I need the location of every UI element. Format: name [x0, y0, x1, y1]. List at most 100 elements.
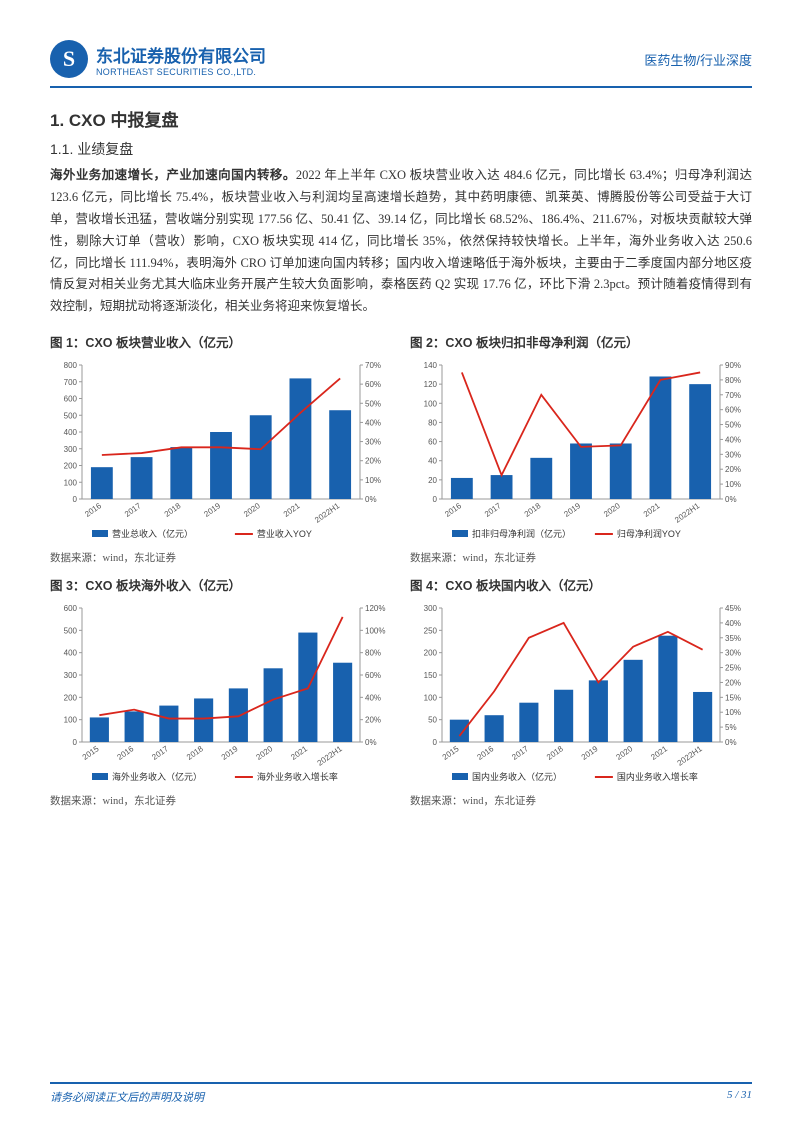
svg-text:70%: 70% [365, 361, 381, 370]
chart-4-source: 数据来源：wind，东北证券 [410, 793, 752, 808]
svg-text:2018: 2018 [163, 501, 183, 519]
svg-text:国内业务收入增长率: 国内业务收入增长率 [617, 771, 698, 782]
svg-text:140: 140 [424, 361, 438, 370]
svg-text:2021: 2021 [649, 744, 669, 762]
svg-text:0: 0 [433, 495, 438, 504]
svg-text:700: 700 [64, 378, 78, 387]
svg-text:50: 50 [428, 716, 437, 725]
svg-text:2020: 2020 [615, 744, 635, 762]
chart-2-source: 数据来源：wind，东北证券 [410, 550, 752, 565]
page-header: S 东北证券股份有限公司 NORTHEAST SECURITIES CO.,LT… [50, 40, 752, 88]
svg-text:归母净利润YOY: 归母净利润YOY [617, 528, 681, 539]
header-category: 医药生物/行业深度 [644, 50, 752, 69]
svg-text:300: 300 [424, 604, 438, 613]
chart-3-source: 数据来源：wind，东北证券 [50, 793, 392, 808]
chart-3-block: 图 3：CXO 板块海外收入（亿元） 01002003004005006000%… [50, 575, 392, 808]
svg-text:0%: 0% [725, 495, 737, 504]
svg-text:20%: 20% [725, 465, 741, 474]
svg-text:30%: 30% [725, 649, 741, 658]
svg-text:国内业务收入（亿元）: 国内业务收入（亿元） [472, 771, 562, 782]
svg-text:2015: 2015 [81, 744, 101, 762]
svg-text:60%: 60% [725, 406, 741, 415]
svg-text:2020: 2020 [255, 744, 275, 762]
chart-3-title: 图 3：CXO 板块海外收入（亿元） [50, 575, 392, 594]
chart-1-source: 数据来源：wind，东北证券 [50, 550, 392, 565]
svg-text:100: 100 [64, 716, 78, 725]
subsection-title: 1.1. 业绩复盘 [50, 139, 752, 159]
svg-text:2021: 2021 [642, 501, 662, 519]
svg-text:80%: 80% [725, 376, 741, 385]
svg-text:35%: 35% [725, 634, 741, 643]
svg-text:300: 300 [64, 445, 78, 454]
chart-4-canvas: 0501001502002503000%5%10%15%20%25%30%35%… [410, 600, 752, 790]
svg-text:200: 200 [64, 693, 78, 702]
svg-text:2017: 2017 [150, 744, 170, 762]
svg-text:5%: 5% [725, 723, 737, 732]
svg-text:50%: 50% [365, 399, 381, 408]
chart-2-title: 图 2：CXO 板块归扣非母净利润（亿元） [410, 332, 752, 351]
svg-text:2018: 2018 [185, 744, 205, 762]
chart-2-canvas: 0204060801001201400%10%20%30%40%50%60%70… [410, 357, 752, 547]
svg-text:0%: 0% [365, 738, 377, 747]
svg-text:2016: 2016 [476, 744, 496, 762]
svg-text:120%: 120% [365, 604, 385, 613]
svg-text:500: 500 [64, 411, 78, 420]
svg-text:50%: 50% [725, 421, 741, 430]
svg-text:2019: 2019 [220, 744, 240, 762]
chart-4-title: 图 4：CXO 板块国内收入（亿元） [410, 575, 752, 594]
svg-text:0%: 0% [725, 738, 737, 747]
svg-text:60%: 60% [365, 671, 381, 680]
chart-1-block: 图 1：CXO 板块营业收入（亿元） 010020030040050060070… [50, 332, 392, 565]
svg-text:2020: 2020 [242, 501, 262, 519]
svg-text:2016: 2016 [116, 744, 136, 762]
svg-text:400: 400 [64, 649, 78, 658]
svg-text:营业收入YOY: 营业收入YOY [257, 528, 312, 539]
logo-icon: S [50, 40, 88, 78]
svg-text:20%: 20% [725, 679, 741, 688]
chart-3-canvas: 01002003004005006000%20%40%60%80%100%120… [50, 600, 392, 790]
svg-text:40%: 40% [365, 419, 381, 428]
svg-text:海外业务收入（亿元）: 海外业务收入（亿元） [112, 771, 202, 782]
svg-text:20: 20 [428, 476, 437, 485]
svg-text:2022H1: 2022H1 [316, 744, 345, 768]
chart-1-title: 图 1：CXO 板块营业收入（亿元） [50, 332, 392, 351]
svg-text:海外业务收入增长率: 海外业务收入增长率 [257, 771, 338, 782]
svg-text:2021: 2021 [289, 744, 309, 762]
svg-text:2022H1: 2022H1 [673, 501, 702, 525]
footer-page-number: 5 / 31 [727, 1089, 752, 1105]
svg-text:2019: 2019 [562, 501, 582, 519]
lead-sentence: 海外业务加速增长，产业加速向国内转移。 [50, 168, 296, 182]
svg-text:40%: 40% [365, 693, 381, 702]
logo-block: S 东北证券股份有限公司 NORTHEAST SECURITIES CO.,LT… [50, 40, 266, 78]
chart-2-block: 图 2：CXO 板块归扣非母净利润（亿元） 020406080100120140… [410, 332, 752, 565]
svg-text:20%: 20% [365, 457, 381, 466]
svg-text:2016: 2016 [443, 501, 463, 519]
svg-text:100: 100 [424, 693, 438, 702]
svg-text:2022H1: 2022H1 [676, 744, 705, 768]
svg-text:300: 300 [64, 671, 78, 680]
svg-text:2017: 2017 [123, 501, 143, 519]
svg-text:30%: 30% [365, 438, 381, 447]
svg-text:120: 120 [424, 380, 438, 389]
svg-text:15%: 15% [725, 693, 741, 702]
svg-text:0: 0 [73, 495, 78, 504]
paragraph-rest: 2022 年上半年 CXO 板块营业收入达 484.6 亿元，同比增长 63.4… [50, 168, 752, 313]
svg-text:10%: 10% [725, 708, 741, 717]
svg-text:80: 80 [428, 419, 437, 428]
svg-text:600: 600 [64, 395, 78, 404]
chart-4-block: 图 4：CXO 板块国内收入（亿元） 0501001502002503000%5… [410, 575, 752, 808]
svg-text:400: 400 [64, 428, 78, 437]
svg-text:100: 100 [424, 399, 438, 408]
svg-text:40: 40 [428, 457, 437, 466]
company-name-cn: 东北证券股份有限公司 [96, 42, 266, 67]
svg-text:40%: 40% [725, 436, 741, 445]
footer-disclaimer: 请务必阅读正文后的声明及说明 [50, 1089, 204, 1105]
svg-text:40%: 40% [725, 619, 741, 628]
svg-text:45%: 45% [725, 604, 741, 613]
section-title: 1. CXO 中报复盘 [50, 106, 752, 131]
svg-text:600: 600 [64, 604, 78, 613]
svg-text:扣非归母净利润（亿元）: 扣非归母净利润（亿元） [472, 528, 571, 539]
svg-text:80%: 80% [365, 649, 381, 658]
svg-text:100%: 100% [365, 626, 385, 635]
svg-text:2022H1: 2022H1 [313, 501, 342, 525]
